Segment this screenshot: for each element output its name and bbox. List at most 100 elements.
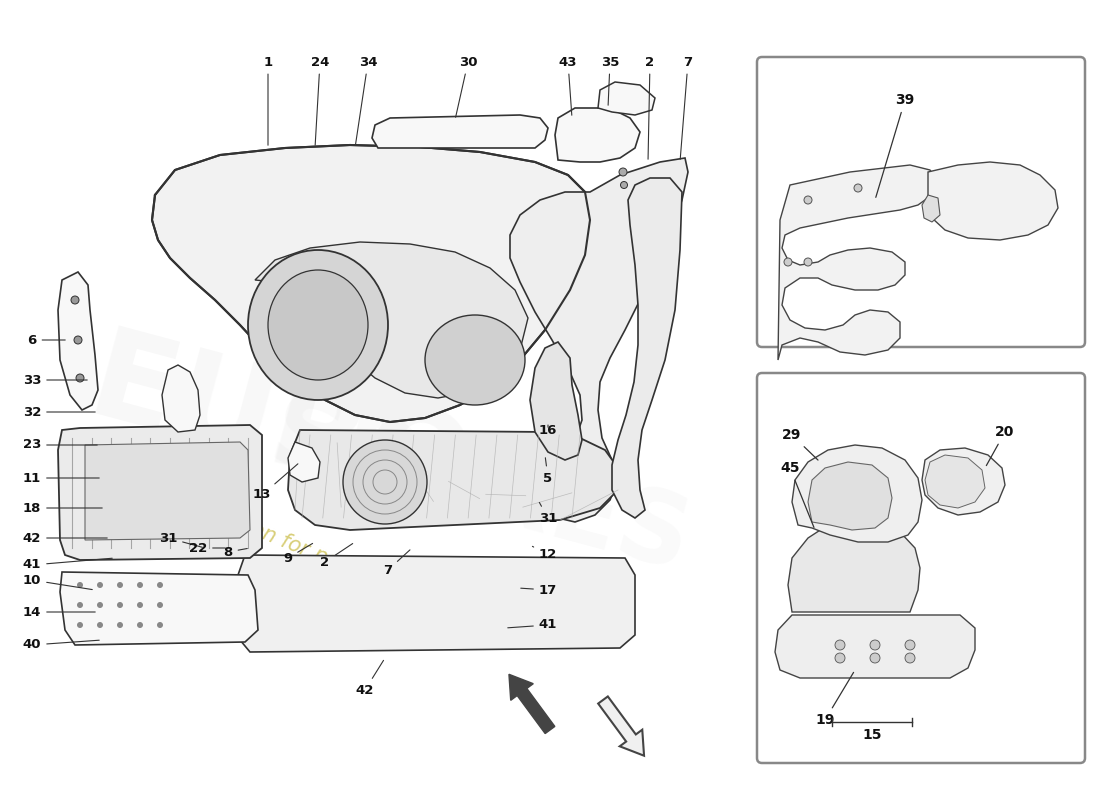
Polygon shape <box>925 455 985 508</box>
Ellipse shape <box>268 270 368 380</box>
Text: 41: 41 <box>508 618 558 631</box>
Text: 1: 1 <box>263 55 273 146</box>
FancyBboxPatch shape <box>757 373 1085 763</box>
Polygon shape <box>922 195 940 222</box>
Circle shape <box>76 374 84 382</box>
Polygon shape <box>792 445 922 542</box>
Text: 34: 34 <box>355 55 377 146</box>
Text: 23: 23 <box>23 438 97 451</box>
Text: 10: 10 <box>23 574 92 590</box>
Text: 17: 17 <box>520 583 557 597</box>
Circle shape <box>870 640 880 650</box>
Circle shape <box>138 582 143 588</box>
Polygon shape <box>162 365 200 432</box>
Circle shape <box>117 602 123 608</box>
Text: 6: 6 <box>28 334 65 346</box>
Text: 2: 2 <box>646 55 654 159</box>
Text: 18: 18 <box>23 502 102 514</box>
Circle shape <box>117 582 123 588</box>
FancyArrow shape <box>598 697 645 756</box>
Text: 7: 7 <box>680 55 693 159</box>
Text: 7: 7 <box>384 550 410 577</box>
Polygon shape <box>85 442 250 540</box>
Text: 12: 12 <box>532 546 557 562</box>
Text: 43: 43 <box>559 55 578 115</box>
Circle shape <box>97 622 103 628</box>
Text: 45: 45 <box>780 461 814 527</box>
Text: EURO: EURO <box>76 321 484 539</box>
Polygon shape <box>238 555 635 652</box>
Circle shape <box>905 640 915 650</box>
Polygon shape <box>778 165 938 360</box>
Circle shape <box>343 440 427 524</box>
Text: 13: 13 <box>253 464 298 502</box>
Text: a passion for parts since 1985: a passion for parts since 1985 <box>180 492 480 628</box>
Text: 11: 11 <box>23 471 99 485</box>
Polygon shape <box>288 430 618 530</box>
Text: 32: 32 <box>23 406 96 418</box>
Text: 31: 31 <box>158 531 202 547</box>
Polygon shape <box>288 442 320 482</box>
Ellipse shape <box>425 315 525 405</box>
Circle shape <box>77 582 82 588</box>
Text: 24: 24 <box>311 55 329 146</box>
Text: 31: 31 <box>539 502 558 525</box>
Circle shape <box>138 622 143 628</box>
Circle shape <box>97 582 103 588</box>
Polygon shape <box>60 572 258 645</box>
Circle shape <box>804 196 812 204</box>
Circle shape <box>138 602 143 608</box>
Polygon shape <box>922 448 1005 515</box>
Circle shape <box>620 182 627 189</box>
Circle shape <box>157 582 163 588</box>
Circle shape <box>74 336 82 344</box>
Polygon shape <box>598 82 654 115</box>
Polygon shape <box>58 425 262 560</box>
Circle shape <box>77 602 82 608</box>
Text: 33: 33 <box>23 374 87 386</box>
Text: 5: 5 <box>543 458 552 485</box>
Text: 35: 35 <box>601 55 619 106</box>
Circle shape <box>619 168 627 176</box>
Text: 8: 8 <box>223 546 248 558</box>
Polygon shape <box>556 108 640 162</box>
Circle shape <box>835 640 845 650</box>
Text: 41: 41 <box>23 558 112 571</box>
Circle shape <box>804 258 812 266</box>
Text: 20: 20 <box>987 425 1014 466</box>
FancyBboxPatch shape <box>757 57 1085 347</box>
Text: 19: 19 <box>815 672 854 727</box>
Polygon shape <box>58 272 98 410</box>
Circle shape <box>835 653 845 663</box>
Text: SPARES: SPARES <box>260 387 701 593</box>
Circle shape <box>77 622 82 628</box>
Text: 30: 30 <box>455 55 477 118</box>
Text: 15: 15 <box>862 728 882 742</box>
Polygon shape <box>928 162 1058 240</box>
Text: 22: 22 <box>189 542 226 554</box>
Text: 9: 9 <box>284 543 312 565</box>
Polygon shape <box>808 462 892 530</box>
Text: 42: 42 <box>23 531 107 545</box>
Text: 39: 39 <box>876 93 914 198</box>
Circle shape <box>157 602 163 608</box>
Circle shape <box>905 653 915 663</box>
Circle shape <box>870 653 880 663</box>
Polygon shape <box>776 615 975 678</box>
Circle shape <box>157 622 163 628</box>
Circle shape <box>784 258 792 266</box>
Circle shape <box>97 602 103 608</box>
Polygon shape <box>510 158 688 522</box>
FancyArrow shape <box>509 674 554 734</box>
Circle shape <box>72 296 79 304</box>
Polygon shape <box>788 520 920 612</box>
Text: 16: 16 <box>539 423 558 437</box>
Text: 42: 42 <box>355 660 384 697</box>
Ellipse shape <box>248 250 388 400</box>
Polygon shape <box>530 342 582 460</box>
Circle shape <box>117 622 123 628</box>
Text: 29: 29 <box>782 428 818 460</box>
Circle shape <box>854 184 862 192</box>
Polygon shape <box>255 242 528 398</box>
Polygon shape <box>152 145 590 422</box>
